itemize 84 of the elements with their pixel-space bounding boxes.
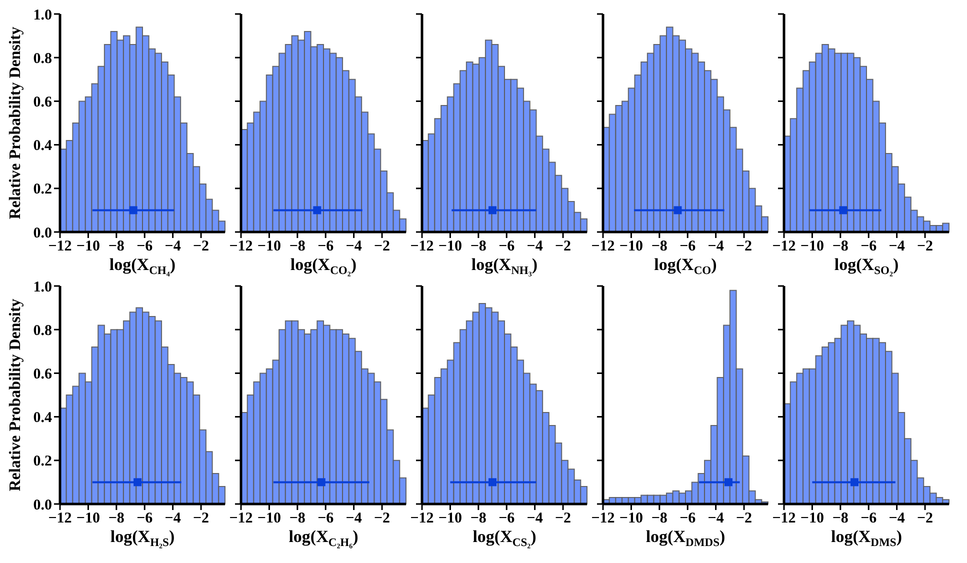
x-tick-label: −6 [498, 238, 516, 255]
x-tick-label: −8 [289, 238, 306, 255]
x-tick-label: −2 [374, 238, 390, 255]
x-tick-label: −2 [736, 238, 752, 255]
x-axis-title: log(X$_{CS₂}$) [472, 527, 536, 549]
x-tick-label: −6 [860, 238, 878, 255]
x-tick-label: −8 [651, 238, 668, 255]
y-tick-label: 0.6 [33, 366, 52, 383]
x-tick-label: −10 [257, 238, 281, 255]
x-tick-label: −4 [708, 238, 724, 255]
y-tick-label: 0.4 [33, 138, 52, 154]
y-axis-title: Relative Probability Density [7, 298, 24, 492]
y-tick-label: 1.0 [33, 279, 52, 296]
x-axis-title: log(X$_{DMDS}$) [646, 527, 726, 549]
x-tick-label: −12 [591, 510, 615, 527]
x-tick-label: −12 [772, 238, 796, 255]
x-tick-label: −4 [888, 238, 906, 255]
x-tick-label: −8 [108, 238, 124, 255]
y-tick-label: 0.8 [33, 322, 52, 339]
x-tick-label: −12 [772, 510, 796, 527]
x-tick-label: −12 [48, 510, 72, 527]
x-tick-label: −8 [832, 238, 848, 255]
x-tick-label: −10 [800, 510, 824, 527]
y-tick-label: 0.2 [33, 454, 52, 470]
x-tick-label: −6 [136, 238, 154, 255]
x-tick-label: −6 [680, 510, 696, 527]
x-tick-label: −2 [374, 510, 390, 527]
x-tick-label: −4 [346, 238, 362, 255]
x-tick-label: −8 [108, 510, 124, 527]
x-tick-label: −10 [76, 510, 100, 527]
x-tick-label: −2 [554, 510, 572, 527]
y-tick-label: 0.2 [33, 182, 52, 198]
y-tick-label: 0.4 [33, 410, 52, 426]
x-tick-label: −12 [48, 238, 72, 255]
x-tick-label: −2 [916, 238, 934, 255]
x-tick-label: −2 [916, 510, 934, 527]
x-axis-title: log(X$_{H₂S}$) [110, 527, 175, 549]
x-tick-label: −6 [860, 510, 878, 527]
x-tick-label: −2 [192, 238, 210, 255]
x-tick-label: −8 [470, 238, 486, 255]
x-tick-label: −10 [619, 238, 643, 255]
x-axis-title: log(X$_{CO₂}$) [290, 255, 357, 277]
y-tick-label: 1.0 [33, 7, 52, 24]
x-tick-label: −6 [680, 238, 696, 255]
x-tick-label: −10 [438, 510, 462, 527]
x-tick-label: −10 [800, 238, 824, 255]
x-tick-label: −4 [888, 510, 906, 527]
x-tick-label: −10 [76, 238, 100, 255]
x-tick-label: −6 [498, 510, 516, 527]
y-axis-title: Relative Probability Density [7, 26, 24, 220]
y-tick-label: 0.6 [33, 94, 52, 111]
x-tick-label: −10 [257, 510, 281, 527]
x-tick-label: −8 [832, 510, 848, 527]
x-tick-label: −4 [526, 510, 544, 527]
x-axis-title: log(X$_{DMS}$) [830, 527, 902, 549]
x-tick-label: −8 [289, 510, 306, 527]
x-axis-title: log(X$_{CH₄}$) [109, 255, 176, 277]
x-tick-label: −12 [410, 238, 434, 255]
x-axis-title: log(X$_{NH₃}$) [471, 255, 538, 277]
y-tick-label: 0.0 [33, 497, 52, 514]
x-tick-label: −2 [192, 510, 210, 527]
x-tick-label: −4 [164, 238, 182, 255]
x-axis-title: log(X$_{CO}$) [654, 255, 717, 277]
x-tick-label: −6 [318, 238, 334, 255]
x-tick-label: −8 [651, 510, 668, 527]
x-tick-label: −2 [554, 238, 572, 255]
x-tick-label: −4 [708, 510, 724, 527]
x-tick-label: −4 [346, 510, 362, 527]
x-tick-label: −12 [229, 510, 253, 527]
x-tick-label: −4 [526, 238, 544, 255]
x-tick-label: −4 [164, 510, 182, 527]
x-tick-label: −12 [410, 510, 434, 527]
x-tick-label: −10 [438, 238, 462, 255]
x-axis-title: log(X$_{C₂H₆}$) [288, 527, 358, 549]
y-tick-label: 0.0 [33, 225, 52, 242]
x-tick-label: −6 [318, 510, 334, 527]
x-tick-label: −10 [619, 510, 643, 527]
x-tick-label: −8 [470, 510, 486, 527]
x-tick-label: −12 [229, 238, 253, 255]
x-tick-label: −6 [136, 510, 154, 527]
x-axis-title: log(X$_{SO₂}$) [834, 255, 899, 277]
x-tick-label: −2 [736, 510, 752, 527]
x-tick-label: −12 [591, 238, 615, 255]
y-tick-label: 0.8 [33, 50, 52, 67]
